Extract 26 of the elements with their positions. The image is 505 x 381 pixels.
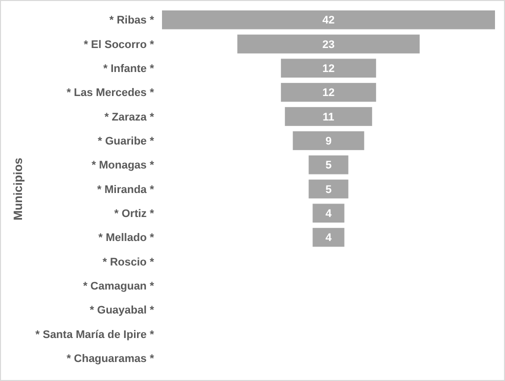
category-label: * Miranda *	[97, 184, 155, 196]
data-label: 42	[322, 14, 335, 27]
data-label: 12	[322, 63, 335, 76]
category-label: * Infante *	[103, 63, 155, 76]
category-label: * Zaraza *	[104, 111, 155, 124]
category-label: * Ribas *	[109, 14, 155, 27]
data-label: 4	[325, 208, 332, 220]
category-label: * Chaguaramas *	[66, 353, 155, 366]
category-label: * Ortiz *	[114, 208, 155, 220]
data-label: 12	[322, 87, 335, 100]
category-label: * El Socorro *	[84, 38, 155, 51]
data-label: 23	[322, 38, 335, 51]
category-label: * Las Mercedes *	[66, 87, 155, 100]
category-label: * Guaribe *	[98, 136, 155, 148]
category-label: * Mellado *	[98, 232, 155, 244]
text: Municipios	[11, 157, 25, 220]
category-label: * Santa María de Ipire *	[35, 328, 155, 341]
data-label: 4	[325, 232, 332, 244]
category-label: * Monagas *	[92, 160, 155, 172]
data-label: 9	[325, 136, 332, 148]
data-label: 11	[322, 111, 334, 124]
category-label: * Guayabal *	[90, 304, 155, 317]
category-label: * Camaguan *	[83, 280, 155, 293]
data-label: 5	[325, 160, 332, 172]
category-label: * Roscio *	[102, 256, 155, 268]
data-label: 5	[325, 184, 332, 196]
